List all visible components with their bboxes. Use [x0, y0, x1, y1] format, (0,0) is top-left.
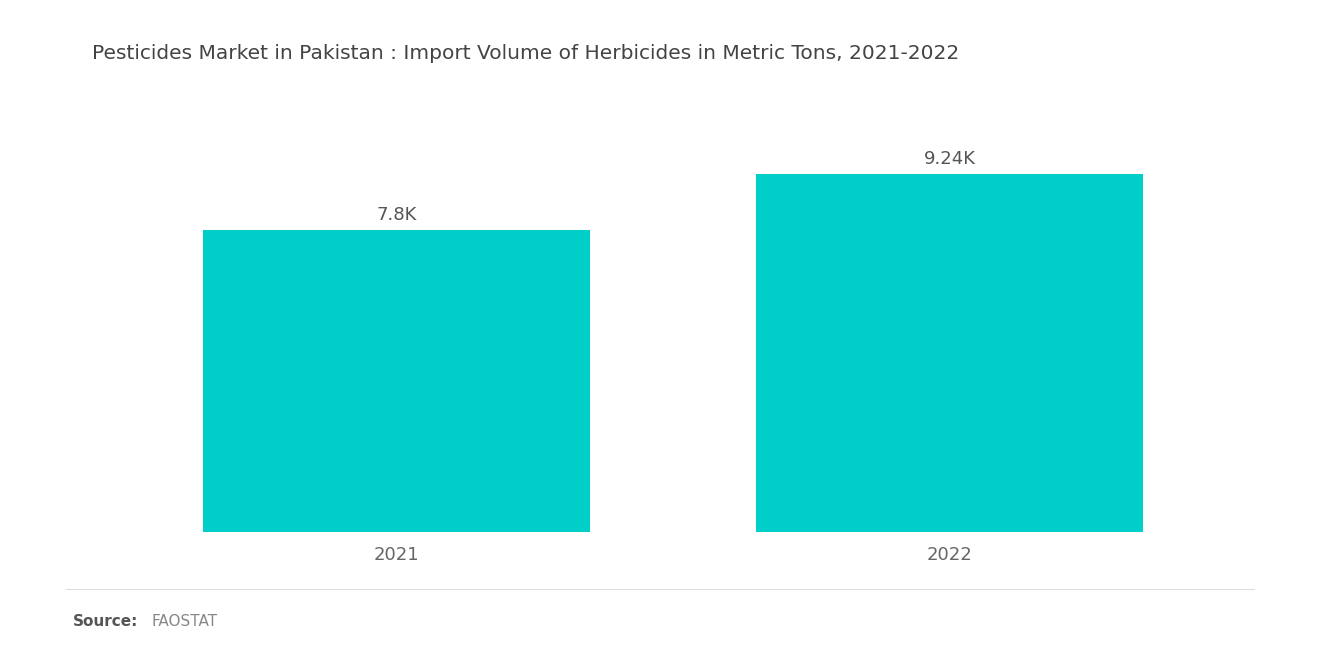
- Text: Source:: Source:: [73, 614, 139, 629]
- Bar: [203, 230, 590, 532]
- Bar: [756, 174, 1143, 532]
- Text: Pesticides Market in Pakistan : Import Volume of Herbicides in Metric Tons, 2021: Pesticides Market in Pakistan : Import V…: [92, 44, 960, 63]
- Text: 9.24K: 9.24K: [924, 150, 975, 168]
- Text: FAOSTAT: FAOSTAT: [152, 614, 218, 629]
- Text: 7.8K: 7.8K: [376, 206, 417, 224]
